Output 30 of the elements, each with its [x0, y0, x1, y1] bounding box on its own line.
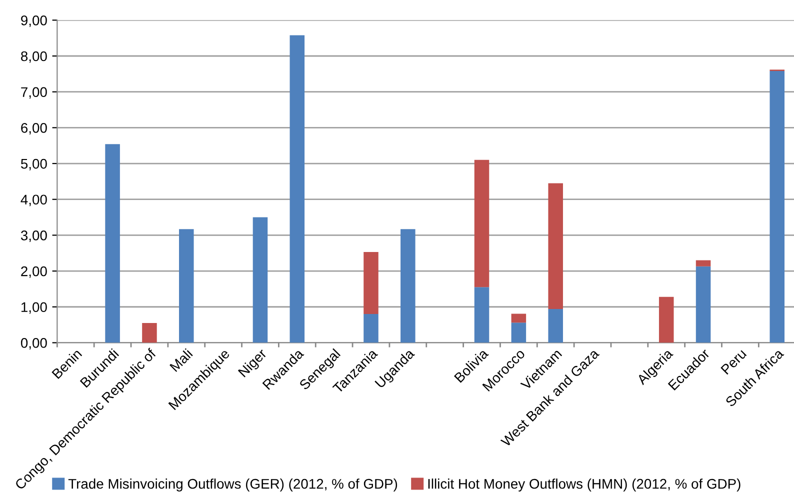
bar — [290, 35, 305, 343]
bar — [179, 229, 194, 343]
bar — [364, 252, 378, 314]
y-tick-label: 6,00 — [21, 123, 47, 134]
bar — [142, 323, 157, 343]
bar — [252, 217, 268, 343]
bar — [770, 71, 785, 343]
bar — [474, 287, 490, 343]
bar — [105, 144, 120, 343]
bar — [511, 314, 526, 323]
legend-label: Illicit Hot Money Outflows (HMN) (2012, % of GDP) — [428, 478, 740, 492]
y-tick-label: 1,00 — [21, 302, 47, 314]
bar — [696, 260, 711, 266]
y-tick-label: 3,00 — [20, 230, 47, 242]
y-tick-label: 2,00 — [21, 266, 47, 278]
y-tick-label: 7,00 — [21, 87, 47, 99]
y-tick-label: 9,00 — [21, 15, 47, 27]
y-tick-label: 5,00 — [20, 158, 47, 170]
y-tick-label: 8,00 — [21, 51, 47, 63]
bar — [364, 314, 378, 343]
bar — [548, 309, 563, 343]
bar — [696, 266, 711, 343]
legend-label: Trade Misinvoicing Outflows (GER) (2012, % of GDP) — [68, 478, 398, 492]
bar — [548, 183, 563, 310]
y-tick-label: 0,00 — [20, 338, 47, 350]
y-tick-label: 4,00 — [20, 194, 47, 206]
bar — [400, 229, 416, 343]
bar — [658, 296, 674, 343]
bar — [474, 160, 490, 288]
bar — [511, 322, 526, 343]
